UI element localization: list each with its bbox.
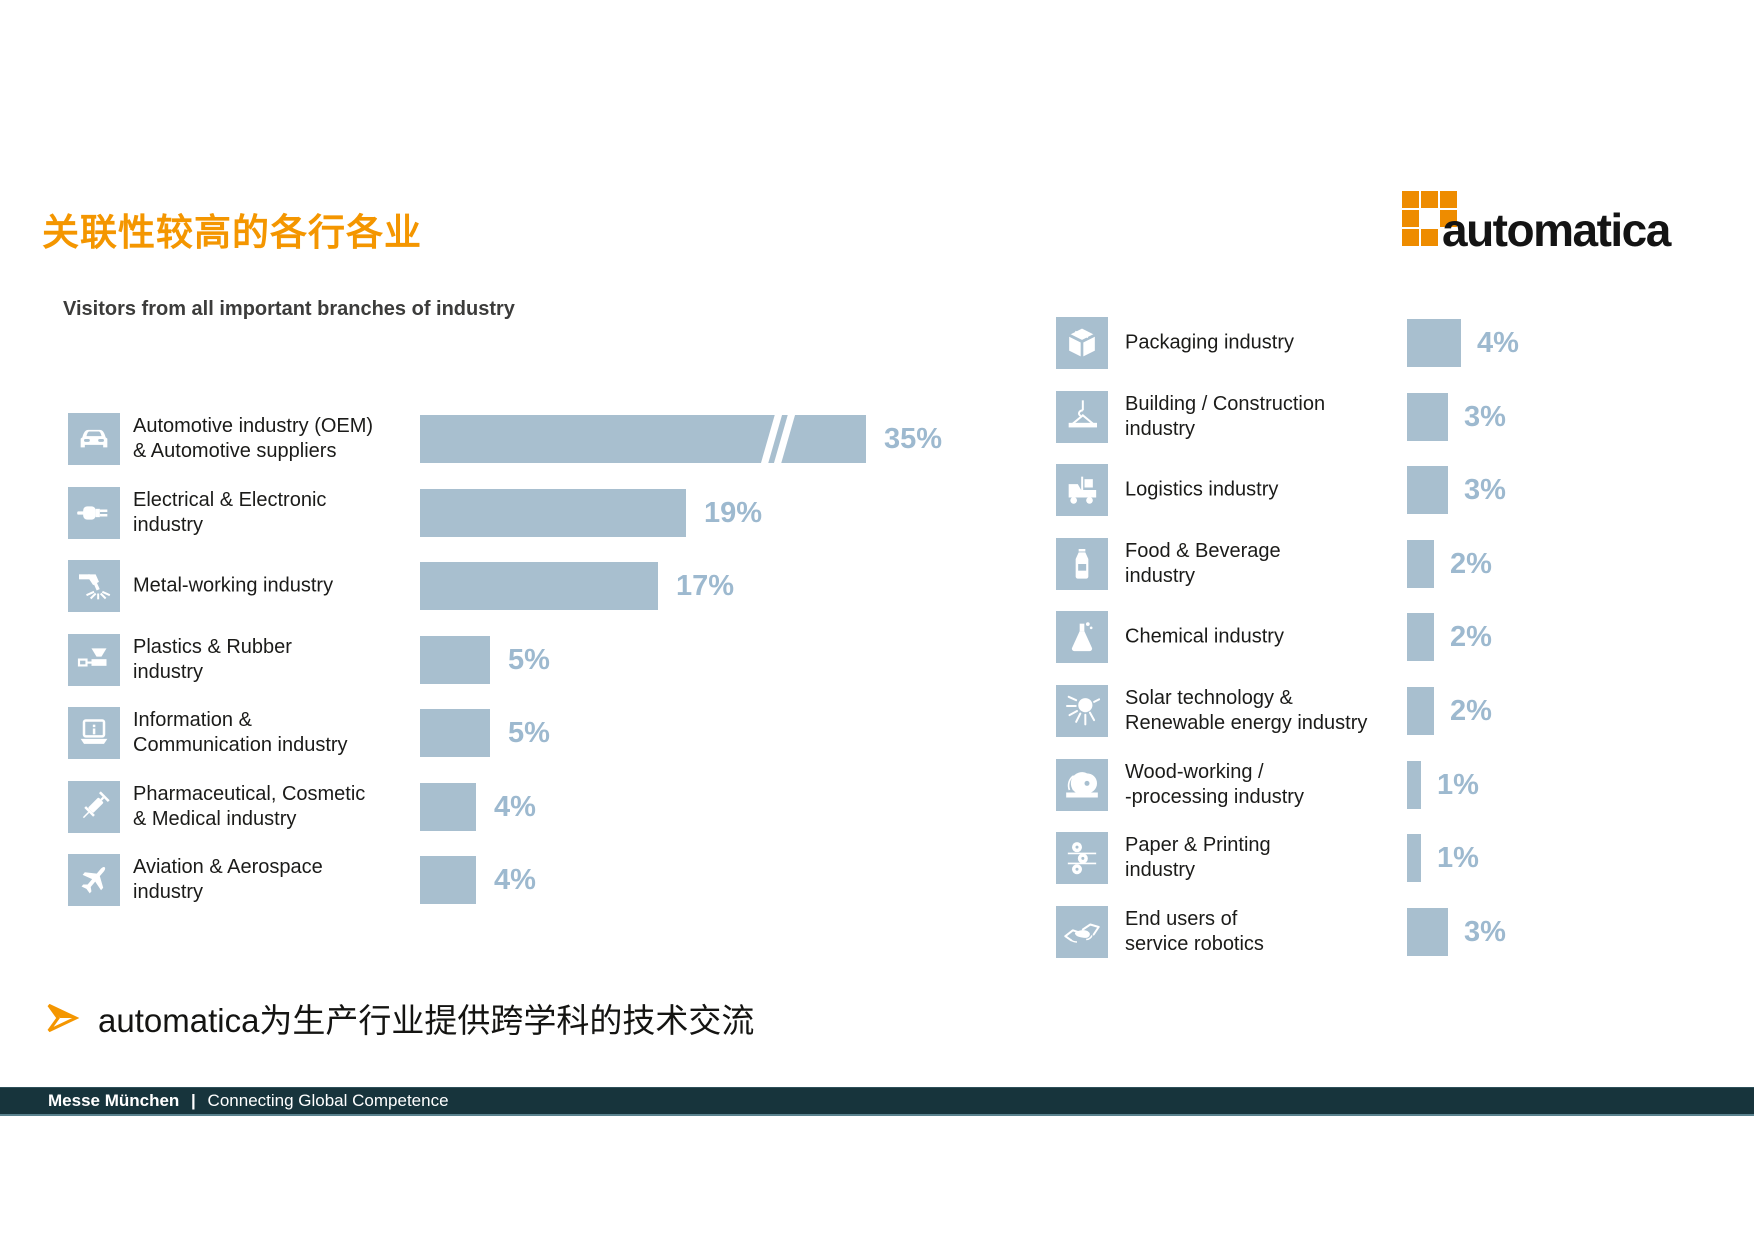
bullet-point: automatica为生产行业提供跨学科的技术交流 <box>46 994 754 1042</box>
chart-row: Building / Construction industry 3% <box>0 391 1754 443</box>
chart-row-label: Electrical & Electronic industry <box>133 489 327 536</box>
sun-icon <box>1056 685 1108 737</box>
chart-bar <box>1407 393 1448 441</box>
chart-value-label: 4% <box>1477 327 1519 359</box>
forklift-icon <box>1056 464 1108 516</box>
chart-value-label: 4% <box>494 791 536 823</box>
chart-row: Plastics & Rubber industry 5% <box>0 634 1754 686</box>
chart-row-label: Solar technology & Renewable energy indus… <box>1125 687 1368 734</box>
chart-value-label: 1% <box>1437 769 1479 801</box>
chart-row-label: Aviation & Aerospace industry <box>133 856 323 903</box>
chart-row: Solar technology & Renewable energy indus… <box>0 685 1754 737</box>
chart-value-label: 3% <box>1464 474 1506 506</box>
airplane-icon <box>68 854 120 906</box>
chart-value-label: 3% <box>1464 401 1506 433</box>
footer-bar: Messe München | Connecting Global Compet… <box>0 1087 1754 1116</box>
syringe-icon <box>68 781 120 833</box>
footer-tagline: Connecting Global Competence <box>207 1091 449 1110</box>
chart-bar <box>1407 466 1448 514</box>
chart-row-label: End users of service robotics <box>1125 908 1264 955</box>
chart-row-label: Paper & Printing industry <box>1125 834 1271 881</box>
rollers-icon <box>1056 832 1108 884</box>
molding-icon <box>68 634 120 686</box>
chart-row: Automotive industry (OEM) & Automotive su… <box>0 407 1754 471</box>
chart-row: Paper & Printing industry 1% <box>0 832 1754 884</box>
chart-row-label: Information & Communication industry <box>133 709 348 756</box>
footer-separator: | <box>191 1091 196 1110</box>
automatica-logo-text: automatica <box>1442 204 1671 256</box>
chart-row: End users of service robotics 3% <box>0 906 1754 958</box>
chart-row: Food & Beverage industry 2% <box>0 538 1754 590</box>
chart-value-label: 35% <box>884 423 943 455</box>
chart-row-label: Pharmaceutical, Cosmetic & Medical indust… <box>133 783 366 830</box>
chart-value-label: 4% <box>494 864 536 896</box>
chart-bar <box>1407 613 1434 661</box>
chart-row-label: Plastics & Rubber industry <box>133 636 292 683</box>
chart-value-label: 2% <box>1450 695 1492 727</box>
footer-brand: Messe München <box>48 1091 180 1110</box>
chart-row: Logistics industry 3% <box>0 464 1754 516</box>
chart-row-label: Metal-working industry <box>133 574 334 597</box>
chart-bar <box>420 856 476 904</box>
chart-bar <box>1407 908 1448 956</box>
chart-row-label: Food & Beverage industry <box>1125 540 1281 587</box>
chart-bar <box>1407 761 1421 809</box>
chart-bar <box>420 636 490 684</box>
bullet-arrow-icon <box>47 1003 80 1033</box>
chart-row-label: Automotive industry (OEM) & Automotive su… <box>133 415 374 462</box>
chart-row: Aviation & Aerospace industry 4% <box>0 854 1754 906</box>
laptop-icon <box>68 707 120 759</box>
chart-title: Visitors from all important branches of … <box>63 298 515 320</box>
chart-row-label: Wood-working / -processing industry <box>1125 761 1304 808</box>
chart-row: Wood-working / -processing industry 1% <box>0 759 1754 811</box>
chart-row: Electrical & Electronic industry 19% <box>0 487 1754 539</box>
chart-bar <box>420 709 490 757</box>
bullet-text: automatica为生产行业提供跨学科的技术交流 <box>98 1002 755 1039</box>
package-icon <box>1056 317 1108 369</box>
chart-value-label: 3% <box>1464 916 1506 948</box>
car-icon <box>68 413 120 465</box>
chart-value-label: 5% <box>508 644 550 676</box>
page-title: 关联性较高的各行各业 <box>42 212 422 253</box>
chart-bar <box>1407 687 1434 735</box>
crane-icon <box>1056 391 1108 443</box>
chart-bar <box>420 562 658 610</box>
handshake-icon <box>1056 906 1108 958</box>
chart-row: Metal-working industry 17% <box>0 560 1754 612</box>
chart-value-label: 5% <box>508 717 550 749</box>
chart-bar <box>1407 834 1421 882</box>
laser-icon <box>68 560 120 612</box>
chart-row: Packaging industry 4% <box>0 317 1754 369</box>
chart-value-label: 2% <box>1450 548 1492 580</box>
chart-bar <box>420 783 476 831</box>
chart-row-label: Logistics industry <box>1125 478 1279 501</box>
chart-bar <box>1407 540 1434 588</box>
saw-icon <box>1056 759 1108 811</box>
chart-row-label: Chemical industry <box>1125 625 1284 648</box>
chart-value-label: 1% <box>1437 842 1479 874</box>
chart-row: Chemical industry 2% <box>0 611 1754 663</box>
chart-value-label: 2% <box>1450 621 1492 653</box>
automatica-logo: automatica <box>1402 191 1722 271</box>
chart-bar <box>420 489 686 537</box>
chart-bar <box>420 407 866 471</box>
chart-row: Pharmaceutical, Cosmetic & Medical indust… <box>0 781 1754 833</box>
flask-icon <box>1056 611 1108 663</box>
plug-icon <box>68 487 120 539</box>
bottle-icon <box>1056 538 1108 590</box>
chart-row-label: Building / Construction industry <box>1125 393 1326 440</box>
chart-value-label: 19% <box>704 497 763 529</box>
chart-value-label: 17% <box>676 570 735 602</box>
chart-row-label: Packaging industry <box>1125 331 1294 354</box>
chart-bar <box>1407 319 1461 367</box>
automatica-logo-squares-icon <box>1402 191 1457 246</box>
chart-row: Information & Communication industry 5% <box>0 707 1754 759</box>
